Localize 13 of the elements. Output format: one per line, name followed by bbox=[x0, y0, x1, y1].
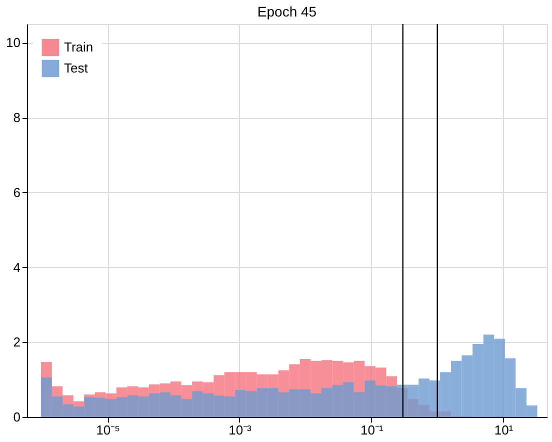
y-tick-label: 10 bbox=[6, 35, 20, 50]
legend-label: Train bbox=[64, 40, 94, 54]
x-tick-label: 10⁻¹ bbox=[360, 422, 384, 438]
chart-title: Epoch 45 bbox=[257, 3, 317, 20]
y-tick-label: 6 bbox=[13, 184, 20, 200]
y-tick-label: 4 bbox=[13, 260, 20, 275]
y-tick-label: 8 bbox=[13, 110, 20, 126]
y-tick-label: 0 bbox=[13, 410, 20, 424]
x-tick-label: 10⁻³ bbox=[228, 422, 252, 438]
y-tick-label: 2 bbox=[13, 334, 20, 350]
x-tick-label: 10⁻⁵ bbox=[96, 422, 120, 438]
legend-label: Test bbox=[64, 60, 88, 76]
x-tick-label: 10¹ bbox=[494, 422, 514, 438]
